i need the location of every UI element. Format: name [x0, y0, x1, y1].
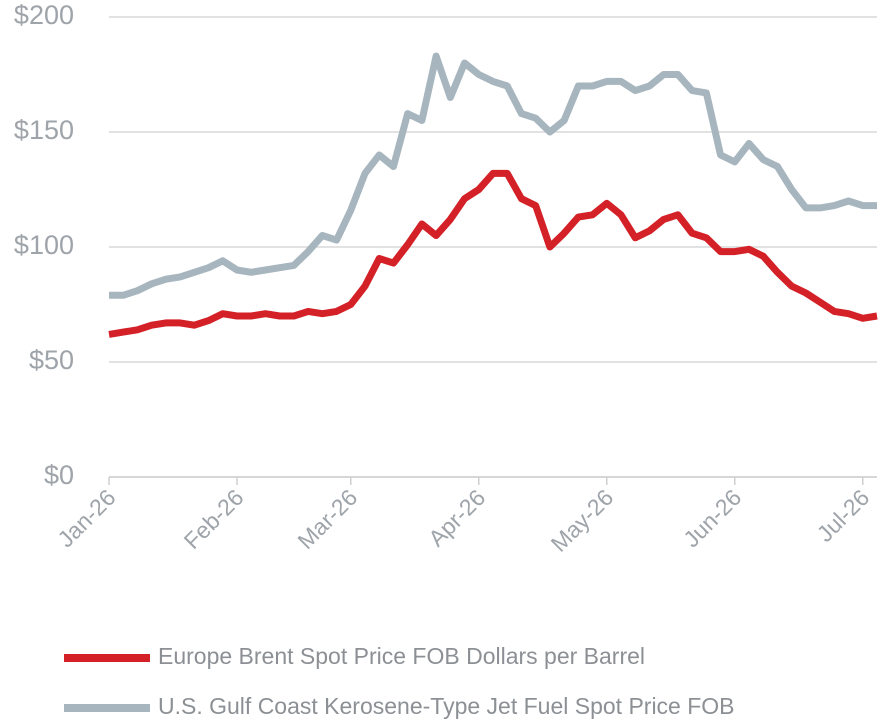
x-tick-label: Jan-26	[52, 484, 120, 552]
x-tick-label: Apr-26	[423, 484, 490, 551]
x-tick-label: May-26	[546, 484, 619, 557]
x-tick-label: Jul-26	[812, 484, 875, 547]
series-line	[109, 52, 877, 299]
legend-label: Europe Brent Spot Price FOB Dollars per …	[158, 643, 645, 669]
x-tick-label: Feb-26	[179, 484, 249, 554]
y-tick-label: $150	[14, 115, 74, 145]
y-tick-label: $200	[14, 0, 74, 30]
legend-label: U.S. Gulf Coast Kerosene-Type Jet Fuel S…	[158, 693, 735, 719]
y-tick-label: $0	[44, 460, 74, 490]
y-tick-label: $100	[14, 230, 74, 260]
y-tick-label: $50	[29, 345, 74, 375]
series-line	[108, 169, 878, 338]
x-tick-label: Jun-26	[678, 484, 746, 552]
x-tick-label: Mar-26	[292, 484, 362, 554]
